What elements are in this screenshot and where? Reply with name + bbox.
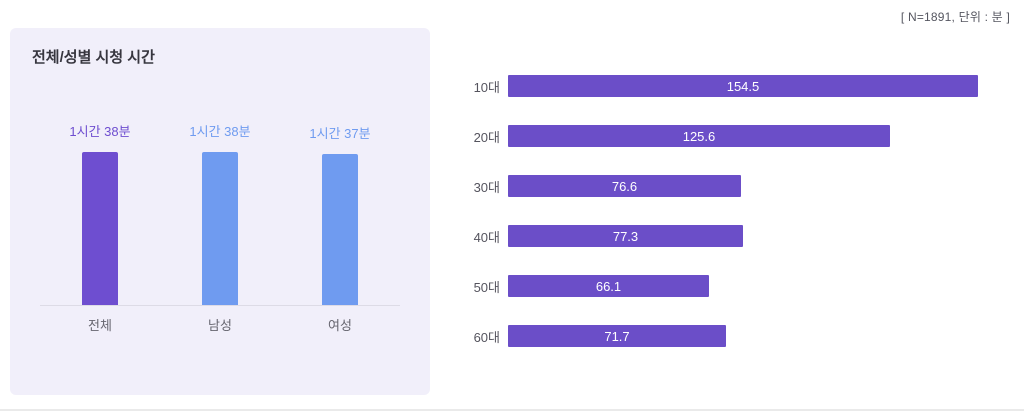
horizontal-bar: 125.6 — [508, 125, 890, 147]
age-chart-row: 20대 125.6 — [455, 125, 1015, 147]
sample-size-unit-note: [ N=1891, 단위 : 분 ] — [900, 10, 1010, 24]
bar-category-label: 남성 — [208, 318, 232, 333]
vertical-bar — [322, 154, 358, 305]
bar-value-label: 1시간 38분 — [189, 124, 251, 139]
bottom-divider — [0, 409, 1024, 411]
age-chart-row: 10대 154.5 — [455, 75, 1015, 97]
vbar-group: 1시간 38분 — [165, 121, 275, 305]
vertical-bar — [202, 152, 238, 305]
age-chart-row: 40대 77.3 — [455, 225, 1015, 247]
bar-category-label: 전체 — [88, 318, 112, 333]
bar-value-label: 154.5 — [726, 78, 760, 94]
bar-value-label: 1시간 38분 — [69, 124, 131, 139]
bar-value-label: 1시간 37분 — [309, 126, 371, 141]
bar-category-label: 20대 — [473, 129, 500, 145]
bar-category-label: 50대 — [473, 279, 500, 295]
horizontal-bar: 154.5 — [508, 75, 978, 97]
vertical-bar — [82, 152, 118, 305]
bar-category-label: 60대 — [473, 329, 500, 345]
gender-viewing-time-panel: 전체/성별 시청 시간 1시간 38분 1시간 38분 1시간 37분 전체 남성 여성 — [10, 28, 430, 395]
bar-category-label: 여성 — [328, 318, 352, 333]
horizontal-bar: 71.7 — [508, 325, 726, 347]
horizontal-bar: 76.6 — [508, 175, 741, 197]
bar-value-label: 76.6 — [611, 178, 638, 194]
bar-category-label: 40대 — [473, 229, 500, 245]
age-chart-row: 60대 71.7 — [455, 325, 1015, 347]
horizontal-bar: 66.1 — [508, 275, 709, 297]
panel-title: 전체/성별 시청 시간 — [32, 49, 155, 66]
bar-category-label: 10대 — [473, 79, 500, 95]
bar-value-label: 71.7 — [604, 328, 630, 344]
vbar-group: 1시간 38분 — [45, 121, 155, 305]
age-bar-chart: 10대 154.5 20대 125.6 30대 76.6 40대 77.3 50대 66.1 60대… — [455, 75, 1015, 375]
gender-chart-categories: 전체 남성 여성 — [40, 315, 400, 334]
age-chart-row: 50대 66.1 — [455, 275, 1015, 297]
vbar-group: 1시간 37분 — [285, 123, 395, 305]
bar-value-label: 125.6 — [682, 128, 716, 144]
gender-chart-bars: 1시간 38분 1시간 38분 1시간 37분 — [40, 116, 400, 306]
bar-value-label: 66.1 — [595, 278, 622, 294]
bar-category-label: 30대 — [473, 179, 500, 195]
bar-value-label: 77.3 — [612, 228, 639, 244]
horizontal-bar: 77.3 — [508, 225, 743, 247]
gender-bar-chart: 1시간 38분 1시간 38분 1시간 37분 전체 남성 여성 — [40, 116, 400, 334]
age-chart-row: 30대 76.6 — [455, 175, 1015, 197]
